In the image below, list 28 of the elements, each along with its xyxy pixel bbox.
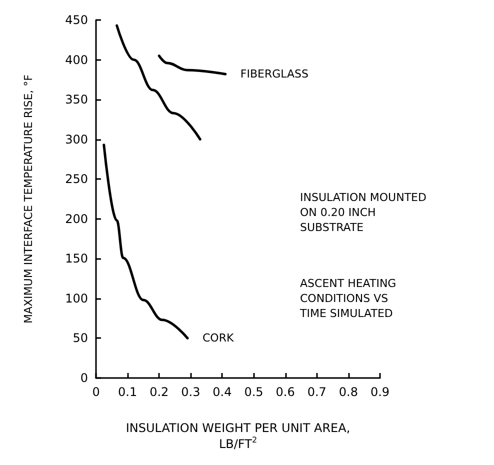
x-tick-label: 0.2 [150, 385, 169, 399]
x-tick-label: 0.5 [244, 385, 264, 399]
y-tick-label: 250 [65, 172, 88, 186]
line-series [102, 144, 189, 340]
y-tick-label: 0 [80, 371, 88, 385]
series-label: FIBERGLASS [233, 68, 308, 81]
x-tick-label: 0.7 [307, 385, 326, 399]
y-tick-label: 450 [65, 13, 88, 27]
y-axis-title: MAXIMUM INTERFACE TEMPERATURE RISE, °F [22, 74, 35, 324]
y-tick-label: 350 [65, 92, 88, 107]
annotation: ASCENT HEATING CONDITIONS VS TIME SIMULATED [299, 277, 396, 320]
y-tick-label: 300 [65, 132, 88, 146]
line-series [158, 54, 227, 76]
y-tick-label: 50 [72, 331, 88, 346]
y-tick-label: 150 [65, 252, 88, 266]
line-series [116, 24, 202, 141]
y-tick-label: 400 [65, 52, 88, 67]
x-tick-label: 0.1 [118, 385, 138, 399]
x-tick-label: 0.8 [338, 385, 358, 399]
x-tick-label: 0.6 [276, 385, 295, 399]
x-tick-label: 0.4 [212, 385, 232, 399]
annotation: INSULATION MOUNTED ON 0.20 INCH SUBSTRATE [300, 191, 426, 234]
series-label: CORK [196, 332, 234, 345]
y-tick-label: 100 [65, 291, 88, 306]
x-tick-label: 0 [92, 385, 100, 399]
x-tick-label: 0.9 [370, 385, 390, 399]
x-tick-label: 0.3 [181, 385, 200, 399]
y-tick-label: 200 [65, 212, 88, 226]
